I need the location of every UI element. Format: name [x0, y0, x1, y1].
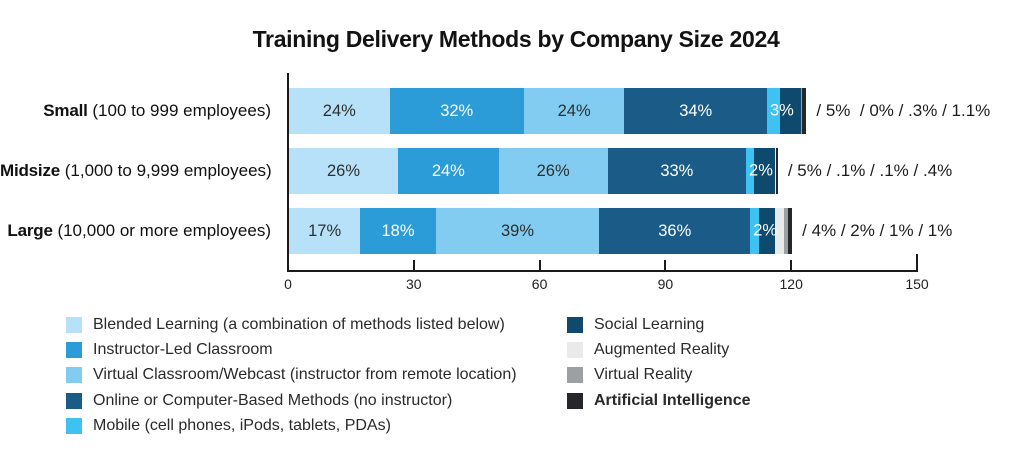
segment-label: 2%: [753, 221, 778, 240]
legend-label: Virtual Reality: [594, 366, 693, 384]
stacked-bar: 24% 32% 24% 34% 3%: [289, 88, 807, 134]
bar-segment: 24%: [523, 88, 625, 134]
legend-swatch-icon: [66, 341, 82, 358]
legend-item: Blended Learning (a combination of metho…: [66, 316, 517, 333]
legend-label: Augmented Reality: [594, 340, 730, 358]
segment-label: 36%: [658, 221, 692, 240]
legend-label: Online or Computer-Based Methods (no ins…: [93, 391, 453, 409]
bar-rows: Small (100 to 999 employees) 24% 32% 24% 34%…: [0, 88, 1032, 268]
legend-label: Instructor-Led Classroom: [93, 340, 273, 358]
bar-segment: 26%: [498, 148, 608, 194]
y-axis-line: [287, 73, 289, 272]
bar-segment: 2%: [746, 148, 773, 194]
legend-swatch-icon: [567, 341, 583, 358]
axis-tick: [538, 260, 541, 270]
bar-segment: [801, 88, 807, 134]
axis-tick: [412, 260, 415, 270]
axis-tick-label: 60: [531, 276, 548, 292]
legend-item: Online or Computer-Based Methods (no ins…: [66, 392, 517, 409]
bar-segment: [800, 88, 802, 134]
stacked-bar: 26% 24% 26% 33% 2%: [289, 148, 778, 194]
overflow-annotation: / 4% / 2% / 1% / 1%: [802, 221, 953, 240]
category-label: Small (100 to 999 employees): [43, 101, 271, 120]
segment-label: 24%: [431, 161, 465, 180]
axis-tick-label: 150: [905, 276, 929, 292]
segment-label: 34%: [679, 101, 713, 120]
bar-row-small: Small (100 to 999 employees) 24% 32% 24% 34%…: [0, 88, 1032, 134]
segment-label: 32%: [440, 101, 474, 120]
bar-segment: 18%: [360, 208, 436, 254]
legend-item: Instructor-Led Classroom: [66, 341, 517, 358]
segment-label: 26%: [536, 161, 570, 180]
bar-segment: 39%: [435, 208, 600, 254]
axis-tick-label: 0: [284, 276, 292, 292]
legend-label: Social Learning: [594, 315, 705, 333]
segment-label: 24%: [322, 101, 356, 120]
bar-segment: [787, 208, 793, 254]
axis-tick: [664, 260, 667, 270]
axis-tick-label: 30: [406, 276, 422, 292]
axis-tick: [790, 260, 793, 270]
bar-segment: [758, 208, 776, 254]
legend-swatch-icon: [66, 316, 82, 333]
bar-segment: [779, 88, 801, 134]
legend-item: Mobile (cell phones, iPods, tablets, PDA…: [66, 417, 517, 435]
bar-segment: 33%: [607, 148, 747, 194]
bar-segment: 17%: [289, 208, 361, 254]
segment-label: 39%: [501, 221, 535, 240]
overflow-annotation: / 5% / 0% / .3% / 1.1%: [816, 101, 991, 120]
segment-label: 33%: [660, 161, 694, 180]
legend-swatch-icon: [66, 392, 82, 409]
overflow-annotation: / 5% / .1% / .1% / .4%: [787, 161, 953, 180]
legend-label: Blended Learning (a combination of metho…: [93, 315, 505, 333]
bar-segment: 34%: [624, 88, 767, 134]
legend-item: Social Learning: [567, 316, 750, 333]
bar-segment: 3%: [767, 88, 794, 134]
segment-label: 26%: [326, 161, 361, 180]
bar-segment: 24%: [289, 88, 390, 134]
x-axis-line: [287, 270, 918, 272]
bar-segment: [754, 148, 776, 194]
stacked-bar: 17% 18% 39% 36% 2%: [289, 208, 793, 254]
bar-segment: [775, 208, 784, 254]
stacked-bar-chart: Small (100 to 999 employees) 24% 32% 24% 34%…: [0, 73, 1032, 305]
legend-left-column: Blended Learning (a combination of metho…: [66, 316, 517, 443]
bar-segment: 2%: [750, 208, 777, 254]
legend-label: Artificial Intelligence: [594, 391, 751, 409]
category-label: Midsize (1,000 to 9,999 employees): [0, 161, 272, 180]
segment-label: 18%: [381, 221, 415, 240]
legend-label: Mobile (cell phones, iPods, tablets, PDA…: [93, 417, 391, 435]
axis-tick-label: 120: [779, 276, 803, 292]
bar-segment: [783, 208, 788, 254]
legend-item: Virtual Reality: [567, 366, 750, 384]
legend-swatch-icon: [66, 367, 82, 384]
bar-segment: 24%: [398, 148, 499, 194]
segment-label: 17%: [308, 221, 342, 240]
legend-item: Artificial Intelligence: [567, 392, 750, 409]
axis-tick-label: 90: [657, 276, 674, 292]
bar-row-large: Large (10,000 or more employees) 17% 18% 39…: [0, 208, 1032, 254]
axis-tick: [916, 254, 918, 270]
legend-item: Augmented Reality: [567, 341, 750, 358]
bar-segment: [776, 148, 778, 194]
legend-label: Virtual Classroom/Webcast (instructor fr…: [93, 366, 517, 384]
category-label: Large (10,000 or more employees): [7, 221, 271, 240]
legend-item: Virtual Classroom/Webcast (instructor fr…: [66, 366, 517, 384]
segment-label: 24%: [557, 101, 591, 120]
bar-row-midsize: Midsize (1,000 to 9,999 employees) 26% 24%…: [0, 148, 1032, 194]
legend-swatch-icon: [567, 392, 583, 409]
legend-swatch-icon: [66, 418, 82, 435]
segment-label: 3%: [770, 101, 794, 120]
legend-swatch-icon: [567, 316, 583, 333]
bar-segment: 36%: [599, 208, 751, 254]
legend-right-column: Social Learning Augmented Reality Virtual …: [567, 316, 750, 418]
legend-swatch-icon: [567, 367, 583, 384]
bar-segment: 32%: [389, 88, 524, 134]
segment-label: 2%: [749, 161, 773, 180]
chart-title: Training Delivery Methods by Company Siz…: [252, 26, 780, 52]
bar-segment: 26%: [289, 148, 399, 194]
